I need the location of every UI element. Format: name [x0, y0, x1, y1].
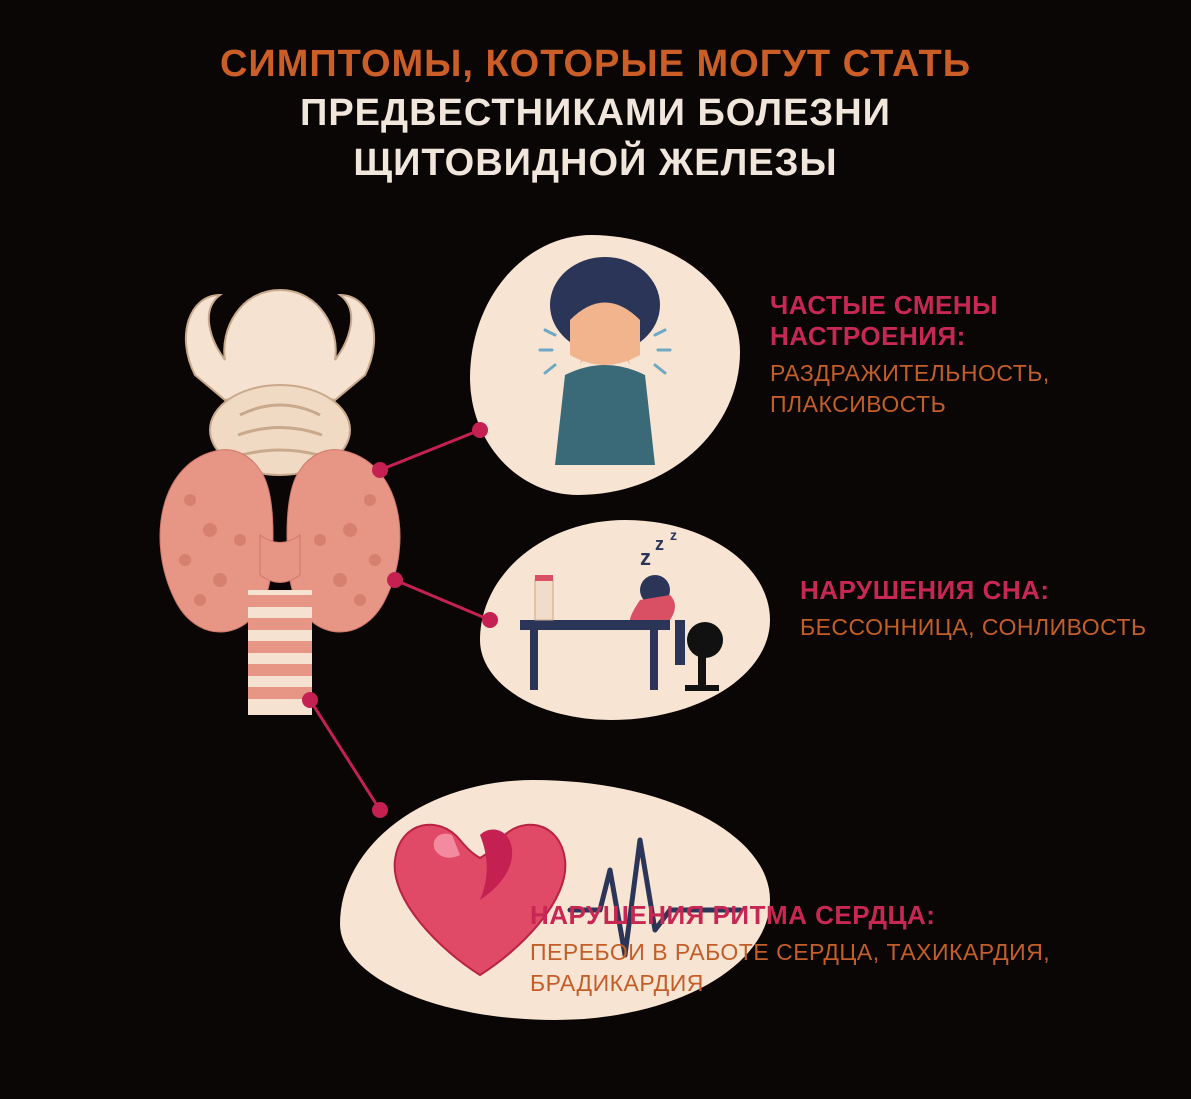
title-line-3: ЩИТОВИДНОЙ ЖЕЛЕЗЫ: [0, 139, 1191, 188]
symptom-blob-2: z z z: [480, 520, 770, 720]
connector-dot: [387, 572, 403, 588]
title-line-2: ПРЕДВЕСТНИКАМИ БОЛЕЗНИ: [0, 89, 1191, 138]
symptom-2-heading: НАРУШЕНИЯ СНА:: [800, 575, 1160, 606]
connector-dot: [472, 422, 488, 438]
svg-text:z: z: [655, 534, 664, 554]
crying-woman-icon: [470, 235, 740, 495]
symptom-1-text: ЧАСТЫЕ СМЕНЫ НАСТРОЕНИЯ: РАЗДРАЖИТЕЛЬНОС…: [770, 290, 1150, 420]
connector-dot: [372, 462, 388, 478]
thyroid-icon: [130, 280, 430, 720]
connector-dot: [302, 692, 318, 708]
symptom-1-body: РАЗДРАЖИТЕЛЬНОСТЬ, ПЛАКСИВОСТЬ: [770, 358, 1150, 420]
sleeping-at-desk-icon: z z z: [480, 520, 770, 720]
connector-dot: [482, 612, 498, 628]
symptom-2-text: НАРУШЕНИЯ СНА: БЕССОННИЦА, СОНЛИВОСТЬ: [800, 575, 1160, 643]
symptom-3-text: НАРУШЕНИЯ РИТМА СЕРДЦА: ПЕРЕБОИ В РАБОТЕ…: [530, 900, 1130, 999]
symptom-3-body: ПЕРЕБОИ В РАБОТЕ СЕРДЦА, ТАХИКАРДИЯ, БРА…: [530, 937, 1130, 999]
symptom-blob-1: [470, 235, 740, 495]
symptom-3-heading: НАРУШЕНИЯ РИТМА СЕРДЦА:: [530, 900, 1130, 931]
connector-dot: [372, 802, 388, 818]
symptom-2-body: БЕССОННИЦА, СОНЛИВОСТЬ: [800, 612, 1160, 643]
symptom-1-heading: ЧАСТЫЕ СМЕНЫ НАСТРОЕНИЯ:: [770, 290, 1150, 352]
svg-text:z: z: [670, 527, 677, 543]
thyroid-illustration: [130, 280, 430, 720]
infographic-title: СИМПТОМЫ, КОТОРЫЕ МОГУТ СТАТЬ ПРЕДВЕСТНИ…: [0, 40, 1191, 188]
title-line-1: СИМПТОМЫ, КОТОРЫЕ МОГУТ СТАТЬ: [0, 40, 1191, 89]
svg-text:z: z: [640, 545, 651, 570]
